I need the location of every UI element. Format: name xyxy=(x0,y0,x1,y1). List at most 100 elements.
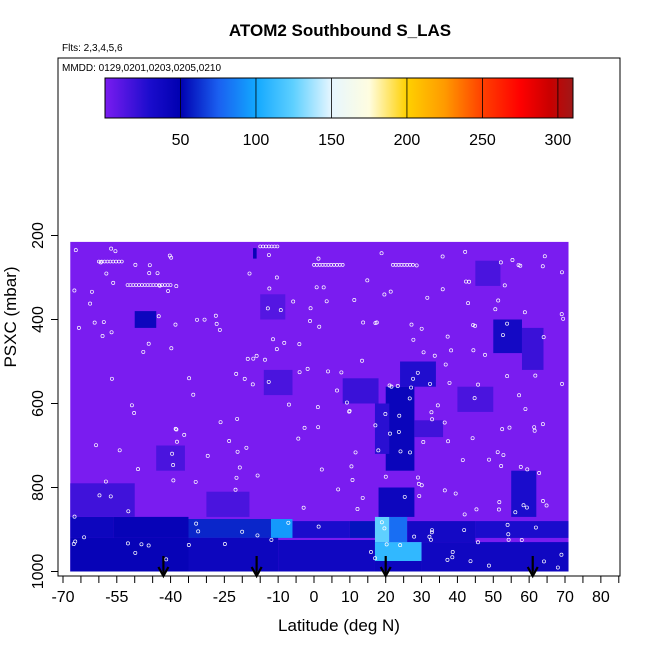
sample-marker xyxy=(442,488,447,493)
y-tick-label: 1000 xyxy=(30,554,47,590)
sample-marker xyxy=(496,507,501,512)
sample-marker xyxy=(517,393,522,398)
sample-marker xyxy=(308,306,313,311)
x-tick-label: 10 xyxy=(341,589,359,606)
colorbar-tick-label: 300 xyxy=(545,132,572,149)
sample-marker xyxy=(233,487,238,492)
sample-marker xyxy=(450,550,455,554)
sample-marker xyxy=(427,534,432,539)
sample-marker xyxy=(389,384,394,389)
sample-marker xyxy=(172,232,175,235)
sample-marker xyxy=(500,427,505,432)
sample-marker xyxy=(516,263,521,268)
sample-marker xyxy=(472,396,477,401)
sample-marker xyxy=(355,507,360,511)
sample-marker xyxy=(499,464,504,468)
heatmap-cell xyxy=(156,445,185,471)
sample-marker xyxy=(445,334,450,339)
sample-marker xyxy=(541,335,546,340)
sample-marker xyxy=(76,325,81,330)
sample-marker xyxy=(416,481,421,486)
sample-marker xyxy=(247,271,252,276)
sample-marker xyxy=(466,301,471,306)
heatmap-cell xyxy=(253,248,257,259)
sample-marker xyxy=(493,307,498,312)
sample-marker xyxy=(501,333,505,337)
sample-marker xyxy=(347,408,352,413)
sample-marker xyxy=(265,306,270,311)
sample-marker xyxy=(109,330,114,335)
sample-marker xyxy=(555,565,560,570)
sample-marker xyxy=(100,334,105,338)
sample-marker xyxy=(156,314,161,319)
heatmap-cell xyxy=(421,542,569,572)
sample-marker xyxy=(542,254,547,259)
sample-marker xyxy=(429,410,434,415)
sample-marker xyxy=(302,425,307,430)
x-tick-label: 20 xyxy=(377,589,395,606)
sample-marker xyxy=(317,324,322,329)
sample-marker xyxy=(326,369,330,374)
cells-layer xyxy=(70,248,569,572)
sample-marker xyxy=(495,450,500,455)
sample-marker xyxy=(462,528,467,533)
sample-marker xyxy=(89,289,94,294)
x-axis-label: Latitude (deg N) xyxy=(278,616,400,635)
sample-marker xyxy=(282,340,287,345)
heatmap-cell xyxy=(342,378,379,404)
sample-marker xyxy=(407,396,412,401)
sample-marker xyxy=(183,232,186,235)
sample-marker xyxy=(440,287,445,292)
sample-marker xyxy=(169,232,172,235)
heatmap-cell xyxy=(389,516,408,543)
x-tick-label: 50 xyxy=(484,589,502,606)
sample-marker xyxy=(222,542,227,546)
sample-marker xyxy=(167,253,172,258)
heatmap-cell xyxy=(206,491,250,517)
sample-marker xyxy=(384,542,389,547)
sample-marker xyxy=(250,382,255,387)
sample-marker xyxy=(166,289,171,293)
sample-marker xyxy=(234,475,239,480)
sample-marker xyxy=(414,263,419,268)
heatmap-cell xyxy=(260,294,286,320)
sample-marker xyxy=(129,403,134,408)
heatmap-cell xyxy=(263,369,293,396)
y-tick-label: 600 xyxy=(30,390,47,417)
colorbar-tick-label: 250 xyxy=(469,132,496,149)
sample-marker xyxy=(470,436,475,441)
sample-marker xyxy=(205,453,210,458)
sample-marker xyxy=(373,423,378,428)
sample-marker xyxy=(147,271,152,276)
heatmap-cell xyxy=(292,521,350,538)
sample-marker xyxy=(416,475,420,480)
sample-marker xyxy=(473,323,477,328)
sample-marker xyxy=(324,299,329,304)
sample-marker xyxy=(305,366,310,371)
sample-marker xyxy=(440,254,445,259)
sample-marker xyxy=(287,402,291,407)
sample-marker xyxy=(395,384,400,388)
sample-marker xyxy=(191,392,196,397)
sample-marker xyxy=(411,376,416,381)
sample-marker xyxy=(388,289,393,294)
sample-marker xyxy=(266,253,271,257)
heatmap-cell xyxy=(134,311,157,328)
sample-marker xyxy=(415,370,420,375)
sample-marker xyxy=(417,494,422,498)
sample-marker xyxy=(533,373,538,378)
sample-marker xyxy=(109,246,114,251)
sample-marker xyxy=(182,432,187,437)
sample-marker xyxy=(72,514,77,519)
sample-marker xyxy=(94,443,98,448)
sample-marker xyxy=(474,507,479,512)
sample-marker xyxy=(125,541,130,546)
sample-marker xyxy=(235,449,240,454)
sample-marker xyxy=(235,416,240,421)
sample-marker xyxy=(194,521,199,526)
colorbar-tick-label: 150 xyxy=(318,132,345,149)
sample-marker xyxy=(245,356,250,361)
x-tick-label: -70 xyxy=(51,589,74,606)
sample-marker xyxy=(382,526,387,531)
sample-marker xyxy=(319,467,324,472)
